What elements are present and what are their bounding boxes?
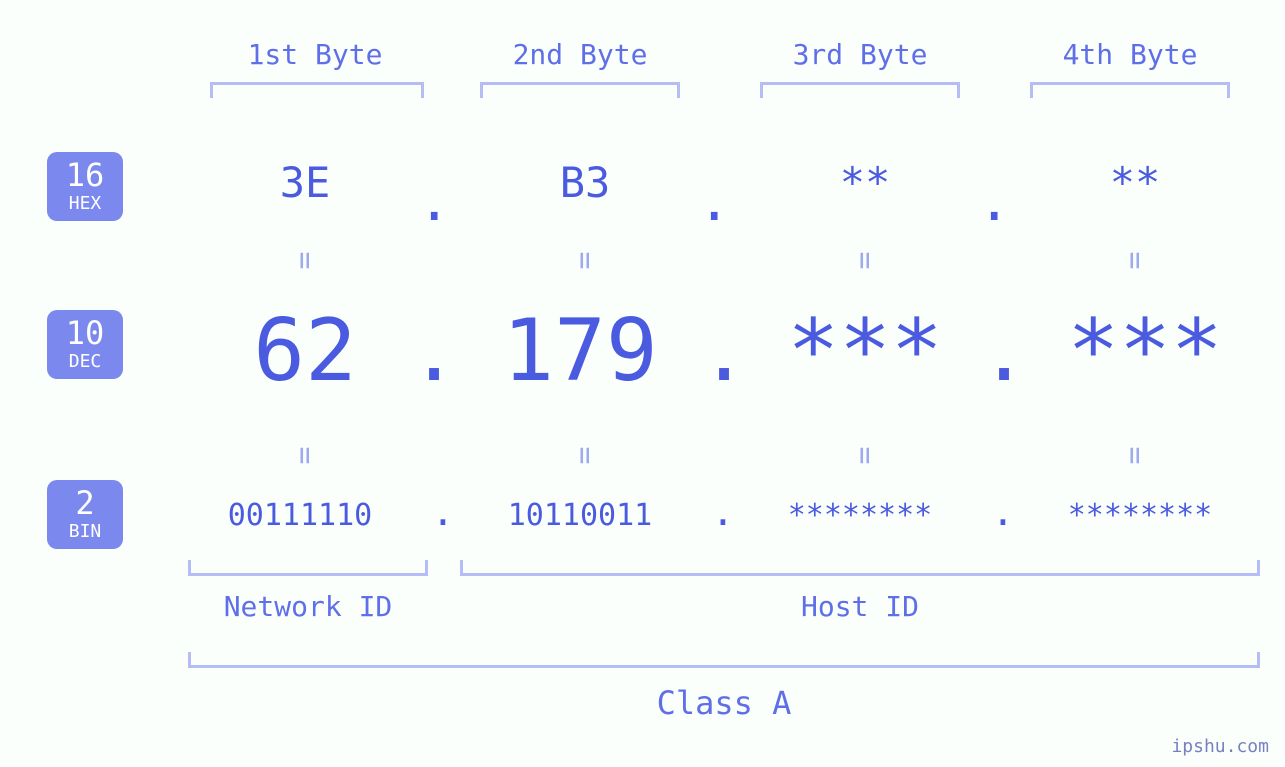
network-id-label: Network ID [188,590,428,623]
hex-byte-1: 3E [180,158,430,207]
badge-dec-num: 10 [47,316,123,351]
badge-bin-num: 2 [47,486,123,521]
eq-hexdec-1: = [288,229,323,289]
eq-hexdec-4: = [1118,229,1153,289]
bin-byte-3: ******** [730,498,990,533]
bottom-bracket-host [460,560,1260,576]
eq-hexdec-3: = [848,229,883,289]
hex-dot-2: . [698,170,728,233]
byte-header-4: 4th Byte [1010,38,1250,71]
bin-byte-1: 00111110 [170,498,430,533]
watermark: ipshu.com [1171,736,1269,757]
dec-dot-3: . [980,306,1010,399]
dec-byte-3: *** [740,308,990,394]
byte-header-2: 2nd Byte [460,38,700,71]
dec-dot-1: . [410,306,440,399]
hex-byte-4: ** [1010,158,1260,207]
eq-decbin-2: = [568,424,603,484]
bottom-bracket-network [188,560,428,576]
dec-byte-4: *** [1020,308,1270,394]
bin-byte-2: 10110011 [450,498,710,533]
dec-byte-2: 179 [450,308,710,394]
bottom-bracket-class [188,652,1260,668]
top-bracket-4 [1030,82,1230,98]
hex-byte-2: B3 [460,158,710,207]
base-badge-hex: 16 HEX [47,152,123,221]
eq-decbin-4: = [1118,424,1153,484]
bin-byte-4: ******** [1010,498,1270,533]
top-bracket-3 [760,82,960,98]
hex-byte-3: ** [740,158,990,207]
eq-decbin-3: = [848,424,883,484]
badge-bin-name: BIN [47,523,123,541]
top-bracket-1 [210,82,424,98]
base-badge-bin: 2 BIN [47,480,123,549]
byte-header-1: 1st Byte [195,38,435,71]
badge-dec-name: DEC [47,353,123,371]
hex-dot-3: . [978,170,1008,233]
hex-dot-1: . [418,170,448,233]
eq-decbin-1: = [288,424,323,484]
class-label: Class A [188,684,1260,722]
eq-hexdec-2: = [568,229,603,289]
top-bracket-2 [480,82,680,98]
byte-header-3: 3rd Byte [740,38,980,71]
badge-hex-num: 16 [47,158,123,193]
dec-byte-1: 62 [180,308,430,394]
ip-bytes-diagram: 1st Byte 2nd Byte 3rd Byte 4th Byte 16 H… [0,0,1285,767]
badge-hex-name: HEX [47,195,123,213]
host-id-label: Host ID [460,590,1260,623]
dec-dot-2: . [700,306,730,399]
base-badge-dec: 10 DEC [47,310,123,379]
